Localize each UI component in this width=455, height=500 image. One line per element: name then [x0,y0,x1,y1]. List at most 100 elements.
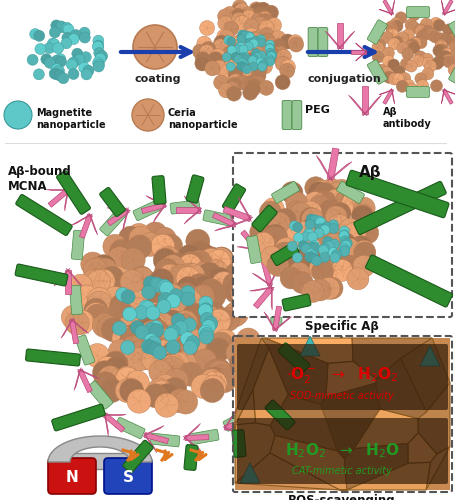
Circle shape [288,241,298,251]
Circle shape [328,248,338,258]
Circle shape [286,192,308,214]
FancyBboxPatch shape [189,430,219,444]
Circle shape [163,378,187,402]
Polygon shape [70,318,89,334]
Circle shape [117,315,142,339]
Circle shape [130,266,153,290]
Circle shape [319,244,329,254]
Circle shape [238,30,247,39]
FancyBboxPatch shape [15,264,68,286]
Circle shape [142,340,155,353]
Text: H$_2$O$_2$  $\rightarrow$  H$_2$O: H$_2$O$_2$ $\rightarrow$ H$_2$O [284,442,399,460]
Circle shape [306,214,316,224]
Polygon shape [144,432,169,444]
Circle shape [321,277,343,299]
Circle shape [258,14,273,28]
Circle shape [307,248,317,258]
Circle shape [143,340,157,354]
Circle shape [381,32,393,44]
Circle shape [135,326,149,340]
FancyBboxPatch shape [252,205,277,232]
Circle shape [155,258,179,282]
Circle shape [92,360,116,384]
Circle shape [154,295,178,319]
Circle shape [251,12,266,28]
Circle shape [169,288,183,302]
Circle shape [209,308,233,332]
Circle shape [179,252,203,276]
Circle shape [408,22,420,34]
Circle shape [217,29,232,44]
Circle shape [86,270,111,293]
Polygon shape [379,10,394,14]
Circle shape [255,40,270,55]
Circle shape [129,314,153,338]
Circle shape [181,264,205,287]
Circle shape [92,41,103,52]
Circle shape [268,50,277,59]
Polygon shape [123,208,128,231]
Circle shape [47,38,58,49]
Circle shape [224,52,239,67]
Polygon shape [270,436,347,490]
Polygon shape [340,462,430,490]
Circle shape [439,50,451,62]
Circle shape [396,80,408,92]
Circle shape [425,60,436,72]
Circle shape [204,260,228,284]
Circle shape [192,276,216,300]
Circle shape [133,25,177,69]
Circle shape [325,182,347,204]
Circle shape [146,306,160,320]
Circle shape [320,225,330,235]
Circle shape [298,240,308,250]
FancyBboxPatch shape [278,343,310,373]
Circle shape [56,56,66,67]
Circle shape [200,369,224,393]
Circle shape [308,182,330,204]
Circle shape [239,60,248,69]
Polygon shape [442,90,455,94]
Circle shape [91,269,115,293]
Circle shape [402,48,414,60]
Circle shape [98,366,122,390]
Circle shape [323,236,333,246]
Circle shape [152,227,177,251]
Circle shape [391,20,403,32]
Circle shape [235,54,250,70]
Circle shape [280,63,295,78]
Circle shape [121,340,135,354]
Circle shape [440,34,452,46]
Circle shape [118,226,142,250]
Polygon shape [240,463,260,483]
Polygon shape [391,0,394,16]
Circle shape [405,19,417,31]
Circle shape [165,253,189,277]
Polygon shape [235,423,275,483]
Polygon shape [362,86,368,114]
Circle shape [246,82,260,96]
Circle shape [382,47,394,59]
Circle shape [225,302,249,326]
Circle shape [202,367,227,391]
Polygon shape [383,0,394,14]
Polygon shape [320,383,380,458]
Polygon shape [391,88,394,104]
Circle shape [390,18,402,29]
Circle shape [252,62,267,76]
Circle shape [79,62,90,74]
Circle shape [308,250,318,260]
Circle shape [158,264,182,288]
Circle shape [245,38,254,47]
Circle shape [304,229,314,239]
FancyBboxPatch shape [234,224,262,250]
Circle shape [268,212,290,234]
Circle shape [147,378,172,402]
Circle shape [181,292,195,306]
Circle shape [240,52,249,61]
Circle shape [309,254,319,264]
Circle shape [231,52,240,62]
Circle shape [265,40,274,49]
Circle shape [72,48,83,59]
Circle shape [207,309,231,333]
